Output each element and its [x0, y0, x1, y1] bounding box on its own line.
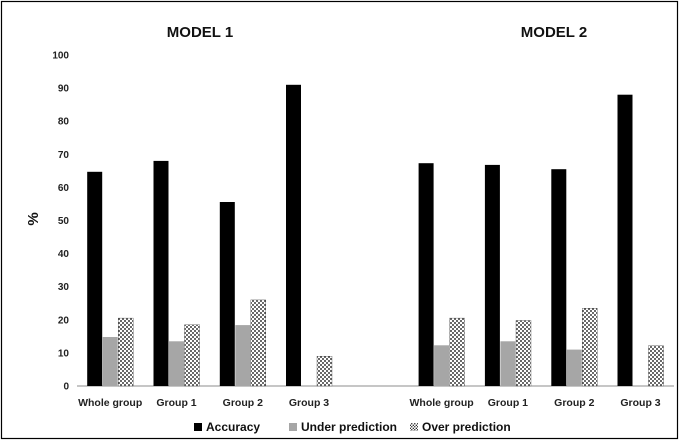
x-tick-label: Group 1	[488, 397, 528, 409]
bar	[169, 341, 184, 386]
bar	[102, 337, 118, 386]
bar	[286, 84, 301, 387]
legend-swatch	[194, 423, 202, 431]
bar	[418, 163, 434, 386]
legend-item: Accuracy	[194, 420, 260, 434]
bar	[617, 94, 633, 386]
x-tick-label: Whole group	[410, 397, 474, 409]
bar	[449, 317, 465, 387]
legend-label: Under prediction	[301, 420, 397, 434]
bar	[219, 202, 235, 386]
y-tick-label: 10	[58, 348, 70, 359]
bar	[434, 345, 450, 386]
bar	[235, 325, 251, 386]
bar	[117, 317, 134, 387]
legend-swatch	[289, 423, 297, 431]
chart-panel: MODEL 1 Whole group Group 1 Group 2 Group 3	[78, 24, 333, 409]
legend-label: Accuracy	[206, 420, 260, 434]
x-tick-label: Group 3	[620, 397, 660, 409]
bar	[316, 356, 333, 387]
chart-panel: MODEL 2 Whole group Group 1 Group 2 Group 3	[410, 24, 664, 409]
bar	[184, 324, 200, 387]
legend-swatch	[410, 423, 418, 431]
bar	[515, 320, 532, 387]
x-tick-label: Group 3	[289, 397, 329, 409]
bar	[153, 160, 169, 386]
legend-label: Over prediction	[422, 420, 511, 434]
y-tick-label: 60	[58, 183, 70, 194]
bar	[648, 345, 664, 387]
x-tick-label: Group 1	[156, 397, 196, 409]
panel-title: MODEL 1	[167, 24, 233, 41]
bar	[87, 171, 103, 386]
y-tick-label: 0	[63, 382, 69, 393]
bar	[566, 349, 582, 386]
bar	[551, 169, 567, 386]
y-tick-label: 20	[58, 315, 70, 326]
y-tick-label: 30	[58, 282, 70, 293]
y-tick-label: 40	[58, 249, 70, 260]
y-tick-label: 80	[58, 117, 70, 128]
bar	[582, 308, 598, 387]
bar	[250, 299, 267, 387]
y-tick-label: 90	[58, 84, 70, 95]
bar	[500, 341, 516, 386]
y-tick-label: 100	[52, 51, 69, 62]
x-tick-label: Whole group	[78, 397, 142, 409]
legend-item: Under prediction	[289, 420, 397, 434]
legend-item: Over prediction	[410, 420, 511, 434]
y-tick-label: 50	[58, 216, 70, 227]
x-tick-label: Group 2	[223, 397, 263, 409]
y-tick-label: 70	[58, 150, 70, 161]
x-tick-label: Group 2	[554, 397, 594, 409]
bar	[484, 164, 500, 386]
panel-title: MODEL 2	[521, 24, 587, 41]
y-axis-label: %	[25, 212, 42, 225]
